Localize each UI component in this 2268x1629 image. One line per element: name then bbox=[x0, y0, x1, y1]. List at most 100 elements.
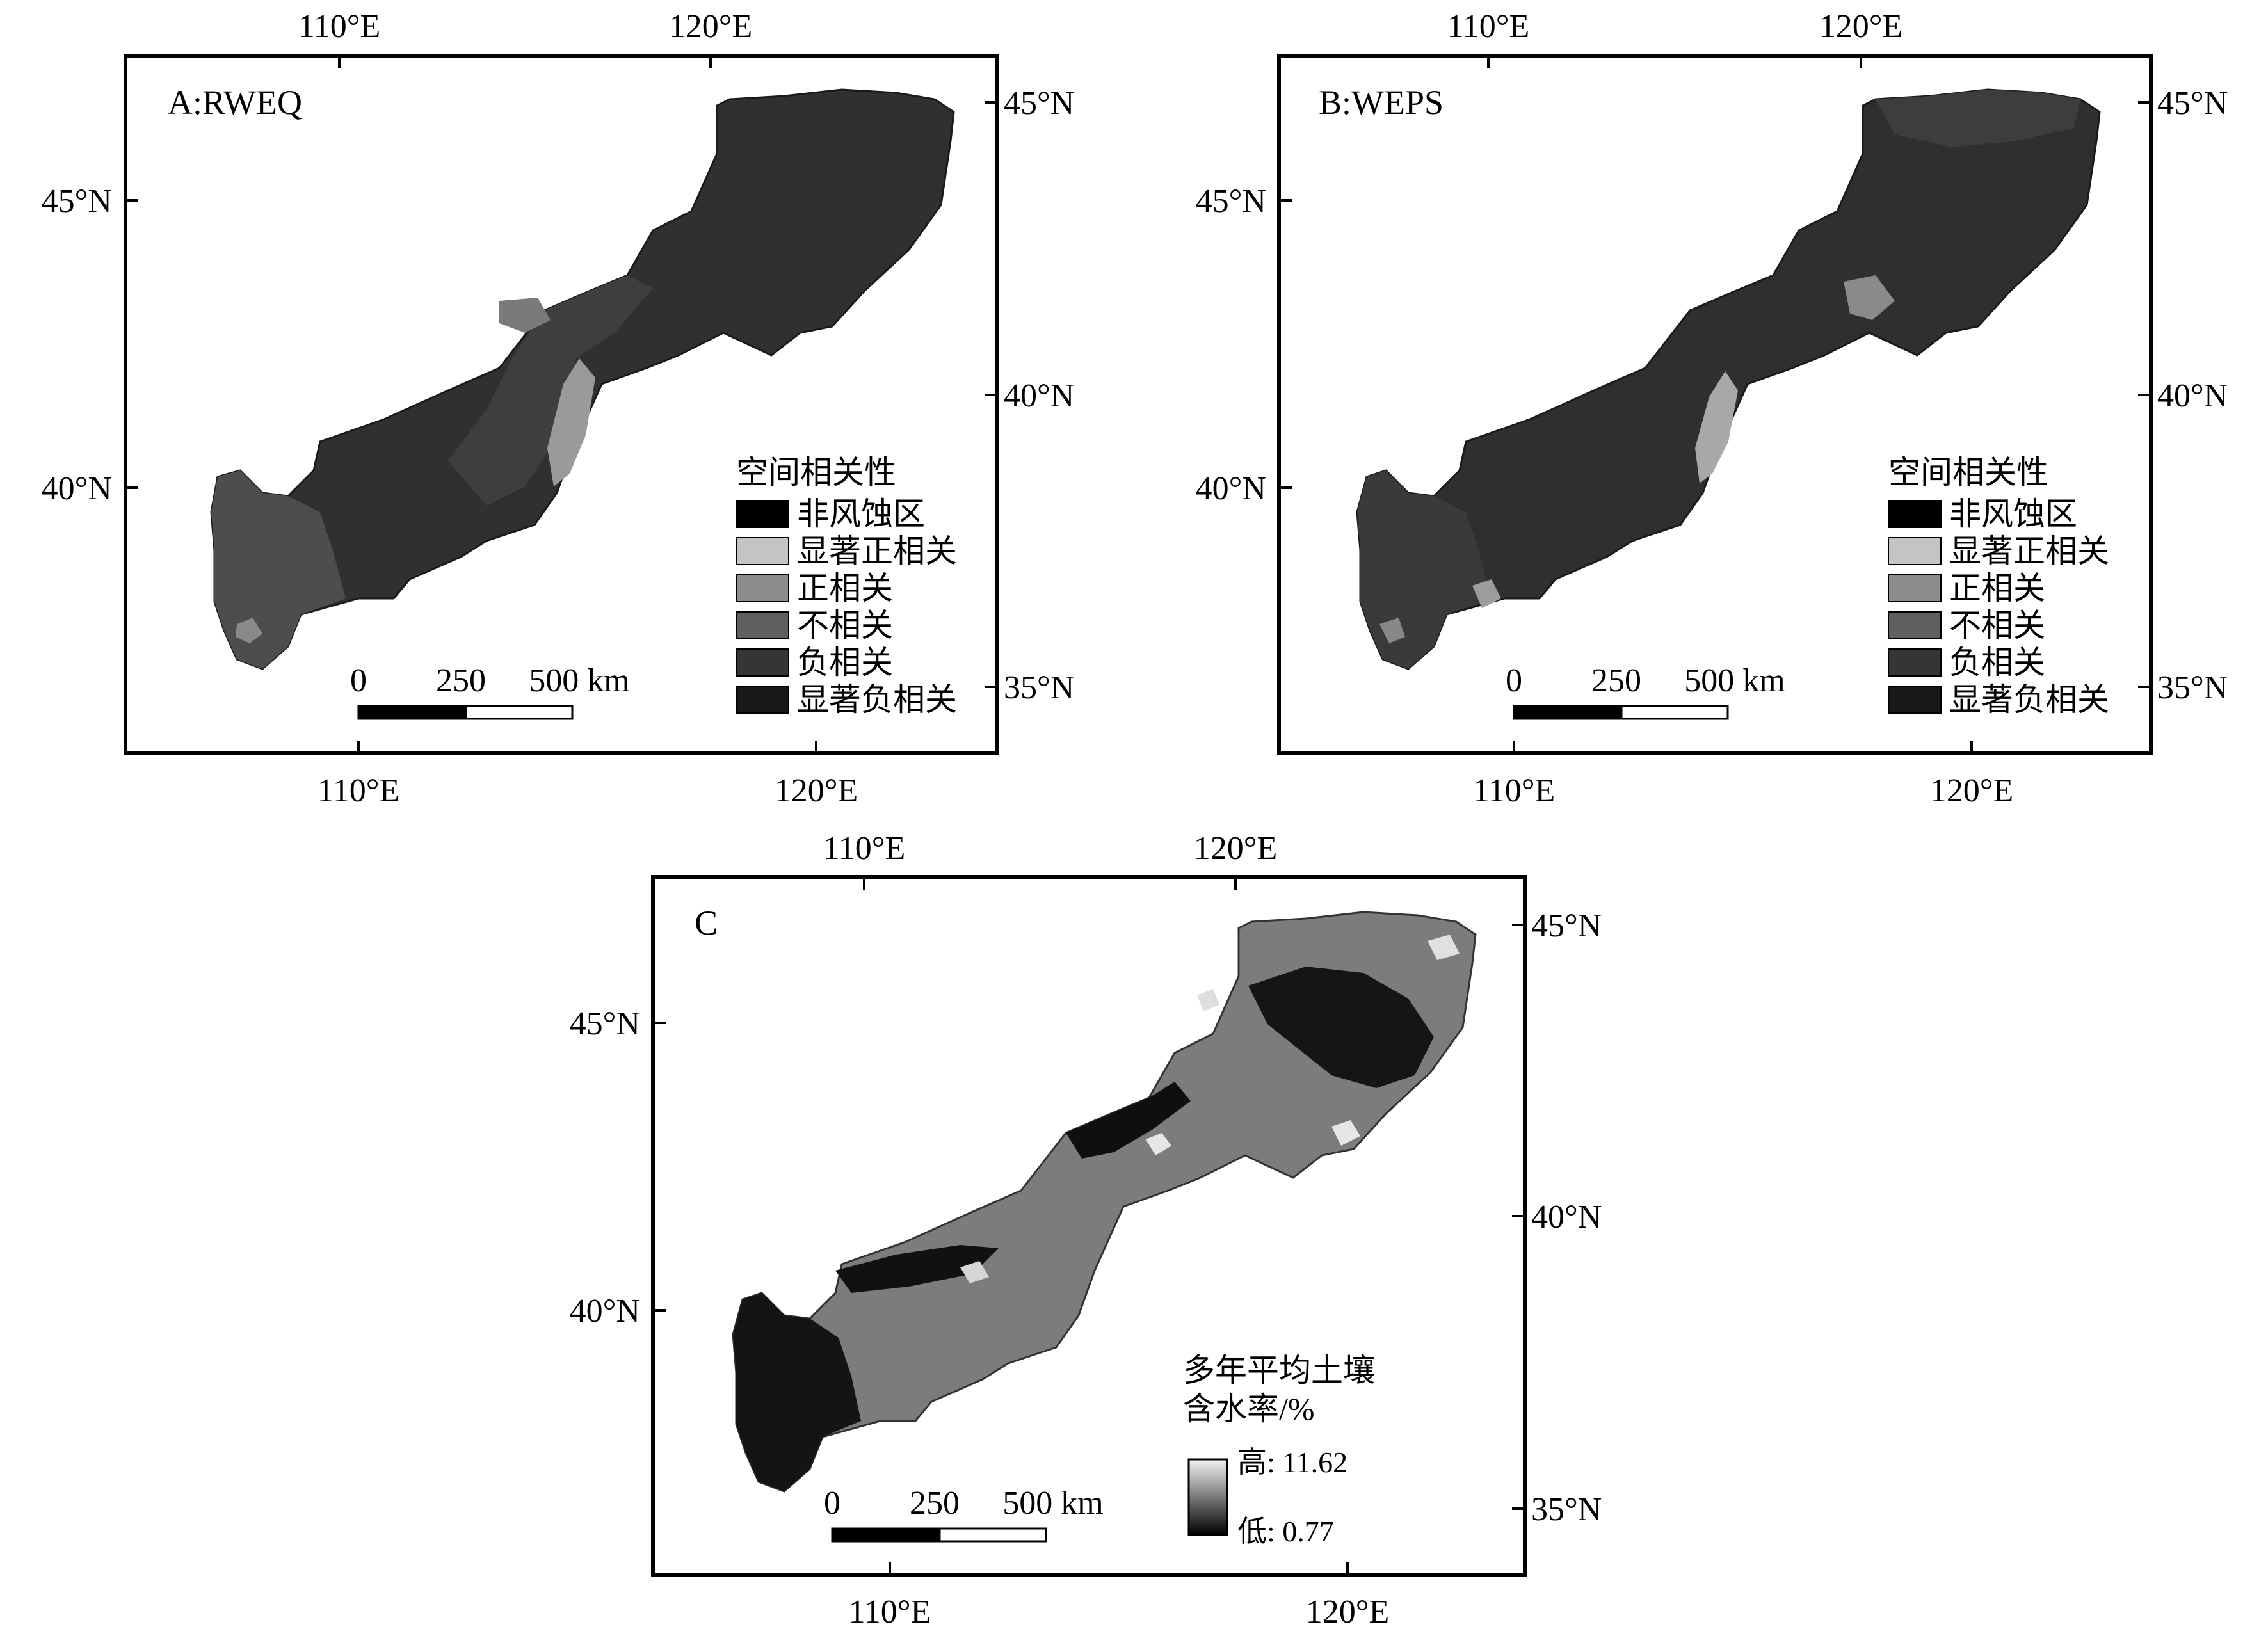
panel-b-legend-title: 空间相关性 bbox=[1888, 454, 2048, 490]
panel-c-colorbar bbox=[1187, 1458, 1228, 1536]
panel-c-title: C bbox=[695, 904, 718, 942]
panel-c-top-label-1: 110°E bbox=[823, 830, 906, 867]
panel-a-scale-label-250: 250 bbox=[436, 662, 486, 699]
panel-a-scale-bar: 0 250 500 km bbox=[350, 662, 630, 720]
panel-c-colorbar-legend: 多年平均土壤 含水率/% 高: 11.62 低: 0.77 bbox=[1183, 1352, 1375, 1548]
panel-c-scale-label-0: 0 bbox=[824, 1485, 840, 1521]
panel-b-positive-patch-2 bbox=[1844, 275, 1895, 320]
panel-a-patch-2 bbox=[499, 298, 551, 333]
panel-a-legend-swatch-1 bbox=[736, 500, 789, 528]
panel-a-legend-label-6: 显著负相关 bbox=[797, 682, 957, 718]
panel-c-dark-band-2 bbox=[1066, 1082, 1191, 1159]
panel-a-scale-label-500: 500 km bbox=[529, 662, 629, 699]
panel-c-scale-label-250: 250 bbox=[910, 1485, 960, 1521]
panel-a-top-label-1: 110°E bbox=[298, 8, 381, 45]
panel-b-legend-swatch-1 bbox=[1888, 500, 1942, 528]
panel-c-dark-north bbox=[1248, 967, 1434, 1088]
panel-b-legend-label-2: 显著正相关 bbox=[1949, 533, 2109, 569]
panel-b-scale-label-0: 0 bbox=[1506, 662, 1522, 699]
panel-b-scale-bar: 0 250 500 km bbox=[1506, 662, 1785, 720]
panel-b-legend-label-3: 正相关 bbox=[1949, 570, 2045, 606]
panel-a-right-label-2: 40°N bbox=[1004, 378, 1074, 414]
panel-b-scale-label-500: 500 km bbox=[1684, 662, 1785, 699]
panel-a-legend-title: 空间相关性 bbox=[736, 454, 896, 490]
panel-b-right-label-3: 35°N bbox=[2157, 670, 2228, 706]
panel-b-left-label-1: 45°N bbox=[1196, 183, 1266, 220]
panel-a-ticks bbox=[125, 56, 997, 753]
panel-a-left-label-2: 40°N bbox=[42, 470, 112, 507]
panel-a-legend-label-4: 不相关 bbox=[797, 607, 893, 643]
panel-c-left-label-1: 45°N bbox=[570, 1006, 640, 1042]
panel-b-legend-swatch-5 bbox=[1888, 648, 1942, 677]
panel-b-positive-patch-1 bbox=[1695, 371, 1738, 483]
panel-b-top-label-1: 110°E bbox=[1447, 8, 1530, 45]
panel-c-left-label-2: 40°N bbox=[570, 1293, 640, 1329]
panel-c-right-label-3: 35°N bbox=[1531, 1491, 1602, 1528]
panel-a-legend-swatch-4 bbox=[736, 611, 789, 639]
panel-c-dark-band-1 bbox=[835, 1245, 999, 1293]
panel-c-scale-label-500: 500 km bbox=[1002, 1485, 1103, 1521]
panel-c-colorbar-high: 高: 11.62 bbox=[1237, 1446, 1347, 1479]
panel-a-legend: 空间相关性 非风蚀区 显著正相关 正相关 不相关 负相关 显著负相关 bbox=[736, 454, 957, 718]
panel-c-right-label-2: 40°N bbox=[1531, 1199, 1602, 1235]
panel-b-bottom-label-2: 120°E bbox=[1930, 773, 2014, 809]
panel-a-scale-label-0: 0 bbox=[350, 662, 367, 699]
panel-a-legend-swatch-6 bbox=[736, 686, 789, 714]
panel-a-positive-patch bbox=[547, 358, 595, 486]
panel-a-legend-swatch-5 bbox=[736, 648, 789, 677]
panel-b-scale-label-250: 250 bbox=[1591, 662, 1641, 699]
panel-c-light-patch-4 bbox=[960, 1261, 989, 1283]
panel-c: 110°E 120°E 110°E 120°E 45°N 40°N 45°N 4… bbox=[570, 830, 1602, 1629]
panel-b-legend-swatch-4 bbox=[1888, 611, 1942, 639]
panel-b-positive-patch-3 bbox=[1472, 579, 1501, 608]
panel-c-bottom-label-1: 110°E bbox=[849, 1594, 931, 1629]
panel-b-right-label-2: 40°N bbox=[2157, 378, 2228, 414]
panel-c-colorbar-low: 低: 0.77 bbox=[1237, 1515, 1334, 1548]
panel-a-title: A:RWEQ bbox=[168, 83, 302, 122]
panel-b-west-zone bbox=[1357, 470, 1492, 669]
panel-a-right-label-1: 45°N bbox=[1004, 85, 1074, 122]
panel-b-top-label-2: 120°E bbox=[1819, 8, 1903, 45]
panel-b-legend-swatch-6 bbox=[1888, 686, 1942, 714]
panel-b-legend-label-6: 显著负相关 bbox=[1949, 682, 2109, 718]
panel-b-positive-patch-4 bbox=[1379, 618, 1405, 643]
panel-a-left-label-1: 45°N bbox=[42, 183, 112, 220]
panel-b-right-label-1: 45°N bbox=[2157, 85, 2228, 122]
panel-b-legend-swatch-3 bbox=[1888, 574, 1942, 602]
panel-b-north-zone bbox=[1876, 90, 2080, 147]
panel-b-legend-label-1: 非风蚀区 bbox=[1949, 496, 2077, 532]
panel-b-ticks bbox=[1279, 56, 2151, 753]
panel-a-legend-swatch-2 bbox=[736, 537, 789, 565]
panel-c-colorbar-title-2: 含水率/% bbox=[1183, 1391, 1315, 1427]
panel-a-right-label-3: 35°N bbox=[1004, 670, 1074, 706]
panel-b-legend-label-4: 不相关 bbox=[1949, 607, 2045, 643]
panel-b-title: B:WEPS bbox=[1319, 83, 1444, 122]
panel-c-light-patch-3 bbox=[1331, 1120, 1360, 1146]
panel-a-legend-label-1: 非风蚀区 bbox=[797, 496, 925, 532]
panel-c-light-patch-5 bbox=[1428, 935, 1460, 960]
panel-c-colorbar-title-1: 多年平均土壤 bbox=[1183, 1352, 1375, 1388]
panel-b-legend: 空间相关性 非风蚀区 显著正相关 正相关 不相关 负相关 显著负相关 bbox=[1888, 454, 2109, 718]
panel-a-bottom-label-2: 120°E bbox=[775, 773, 858, 809]
panel-a-central-zone bbox=[448, 275, 653, 506]
panel-a-legend-swatch-3 bbox=[736, 574, 789, 602]
panel-c-region bbox=[732, 911, 1477, 1493]
panel-a-legend-label-5: 负相关 bbox=[797, 645, 893, 680]
panel-b: 110°E 120°E 110°E 120°E 45°N 40°N 45°N 4… bbox=[1196, 8, 2228, 809]
panel-a-west-zone bbox=[211, 470, 346, 669]
panel-c-dark-west bbox=[733, 1293, 861, 1491]
panel-c-top-label-2: 120°E bbox=[1194, 830, 1278, 867]
panel-c-ticks bbox=[653, 877, 1525, 1575]
panel-b-bottom-label-1: 110°E bbox=[1473, 773, 1556, 809]
panel-a-patch-3 bbox=[236, 618, 262, 643]
panel-b-legend-label-5: 负相关 bbox=[1949, 645, 2045, 680]
panel-b-left-label-2: 40°N bbox=[1196, 470, 1266, 507]
panel-a-bottom-label-1: 110°E bbox=[318, 773, 400, 809]
panel-a-legend-label-3: 正相关 bbox=[797, 570, 893, 606]
panel-c-bottom-label-2: 120°E bbox=[1306, 1594, 1390, 1629]
panel-a-top-label-2: 120°E bbox=[669, 8, 753, 45]
panel-c-scale-bar: 0 250 500 km bbox=[824, 1485, 1104, 1543]
panel-c-light-patch-1 bbox=[1146, 1133, 1171, 1155]
panel-a: 110°E 120°E 110°E 120°E 45°N 40°N 45°N 4… bbox=[42, 8, 1075, 809]
